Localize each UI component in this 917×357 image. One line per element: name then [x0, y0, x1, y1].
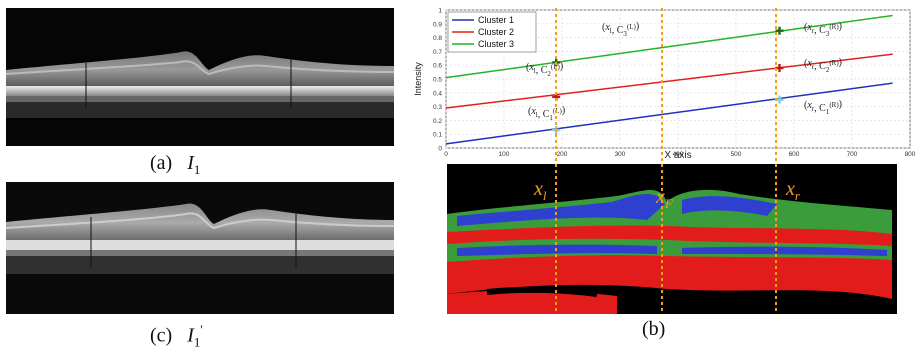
x-tick-label: 300 — [615, 151, 626, 158]
series-line-1 — [445, 82, 893, 145]
caption-c: (c) I1' — [150, 322, 203, 351]
x-tick-label: 400 — [673, 151, 684, 158]
y-tick-label: 0.6 — [433, 63, 442, 70]
y-tick-label: 0.8 — [433, 35, 442, 42]
seg-label-xf-sub: F — [664, 196, 673, 211]
x-tick-label: 0 — [444, 151, 448, 158]
oct-image-c — [5, 182, 395, 314]
x-tick-label: 200 — [557, 151, 568, 158]
seg-label-xf: xF — [656, 186, 673, 212]
x-tick-label: 500 — [731, 151, 742, 158]
x-axis-label: X axis — [664, 150, 691, 158]
seg-label-xl-sub: l — [542, 188, 547, 203]
y-tick-label: 0.4 — [433, 90, 442, 97]
y-tick-label: 0.1 — [433, 132, 442, 139]
caption-c-sup: ' — [200, 322, 203, 337]
segmentation-svg — [447, 164, 897, 314]
x-tick-label: 800 — [905, 151, 916, 158]
y-tick-label: 0.5 — [433, 77, 442, 84]
caption-c-symbol: I — [187, 324, 194, 347]
caption-c-tag: (c) — [150, 324, 173, 347]
y-tick-label: 0.7 — [433, 49, 442, 56]
oct-image-a — [5, 8, 395, 146]
caption-a: (a) I1 — [150, 152, 200, 178]
seg-label-xr-base: x — [786, 178, 795, 200]
y-tick-label: 0.9 — [433, 21, 442, 28]
x-tick-label: 600 — [789, 151, 800, 158]
y-tick-label: 0.2 — [433, 118, 442, 125]
y-tick-label: 0.3 — [433, 104, 442, 111]
segmentation-map — [447, 164, 897, 314]
seg-label-xl-base: x — [534, 178, 543, 200]
annotation-4: (xr, C2(R)) — [804, 57, 842, 74]
legend-label-3: Cluster 3 — [478, 39, 514, 49]
legend-label-1: Cluster 1 — [478, 15, 514, 25]
caption-a-symbol: I — [187, 152, 194, 174]
intensity-chart-svg: 0 0.1 0.2 0.3 0.4 0.5 0.6 0.7 0.8 0.9 1 0 100 200 300 4… — [413, 8, 916, 162]
caption-a-sub: 1 — [193, 162, 201, 177]
annotation-5: (xr, C1(R)) — [804, 99, 842, 116]
seg-label-xr-sub: r — [794, 188, 800, 203]
series-line-3 — [445, 14, 893, 79]
oct-scan-c — [5, 182, 395, 314]
caption-c-sub: 1 — [193, 334, 201, 350]
caption-a-tag: (a) — [150, 152, 173, 174]
y-tick-label: 1 — [438, 8, 442, 15]
annotation-0: (xl, C3(L)) — [602, 21, 639, 38]
annotation-3: (xr, C3(R)) — [804, 21, 842, 38]
caption-b: (b) — [642, 318, 665, 341]
y-axis-label: Intensity — [413, 62, 423, 96]
seg-label-xl: xl — [534, 178, 547, 204]
x-tick-label: 700 — [847, 151, 858, 158]
intensity-chart: 0 0.1 0.2 0.3 0.4 0.5 0.6 0.7 0.8 0.9 1 0 100 200 300 4… — [413, 0, 917, 162]
annotation-2: (xl, C1(L)) — [528, 105, 565, 122]
caption-b-tag: (b) — [642, 318, 666, 340]
x-tick-label: 100 — [499, 151, 510, 158]
seg-label-xr: xr — [786, 178, 800, 204]
y-tick-label: 0 — [438, 146, 442, 153]
legend-label-2: Cluster 2 — [478, 27, 514, 37]
seg-label-xf-base: x — [656, 186, 665, 208]
series-line-2 — [445, 53, 893, 109]
oct-scan-a — [5, 8, 395, 146]
